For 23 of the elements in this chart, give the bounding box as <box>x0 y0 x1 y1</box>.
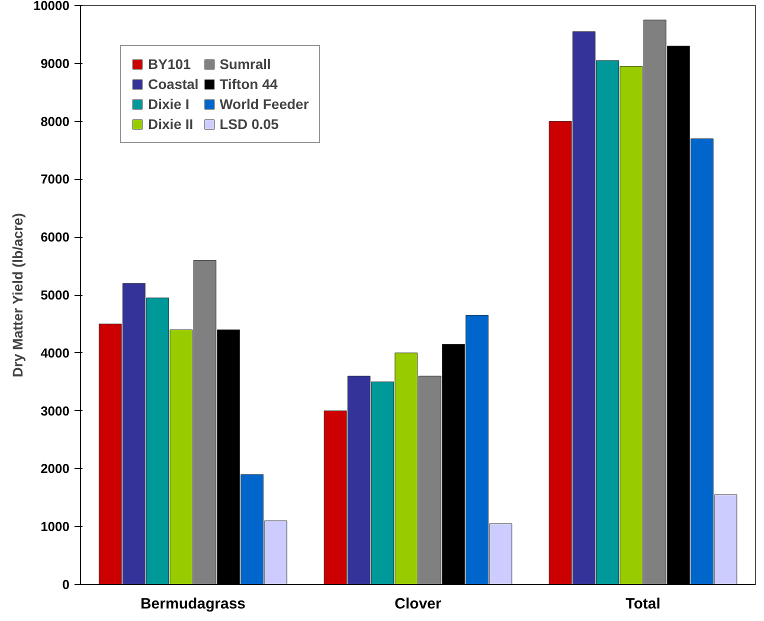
legend-label: LSD 0.05 <box>220 116 279 132</box>
y-axis-title: Dry Matter Yield (lb/acre) <box>9 213 26 378</box>
y-tick-label: 9000 <box>40 56 70 71</box>
x-tick-label: Total <box>626 596 660 612</box>
y-tick-label: 10000 <box>33 0 70 13</box>
y-tick-label: 3000 <box>40 403 70 418</box>
legend-label: World Feeder <box>220 96 309 112</box>
y-tick-label: 4000 <box>40 345 70 360</box>
x-tick-label: Clover <box>394 596 442 612</box>
legend-label: Tifton 44 <box>220 76 278 92</box>
legend-label: Dixie II <box>148 116 194 132</box>
y-tick-label: 6000 <box>40 230 70 245</box>
legend-label: BY101 <box>148 56 191 72</box>
y-tick-label: 2000 <box>40 461 70 476</box>
y-tick-label: 0 <box>62 577 70 592</box>
x-tick-label: Bermudagrass <box>140 596 246 612</box>
legend-label: Coastal <box>148 76 199 92</box>
y-tick-label: 7000 <box>40 172 70 187</box>
y-tick-label: 5000 <box>40 288 70 302</box>
legend-label: Dixie I <box>148 96 190 112</box>
y-tick-label: 1000 <box>40 519 70 534</box>
y-tick-label: 8000 <box>40 114 70 129</box>
legend-label: Sumrall <box>220 56 271 72</box>
